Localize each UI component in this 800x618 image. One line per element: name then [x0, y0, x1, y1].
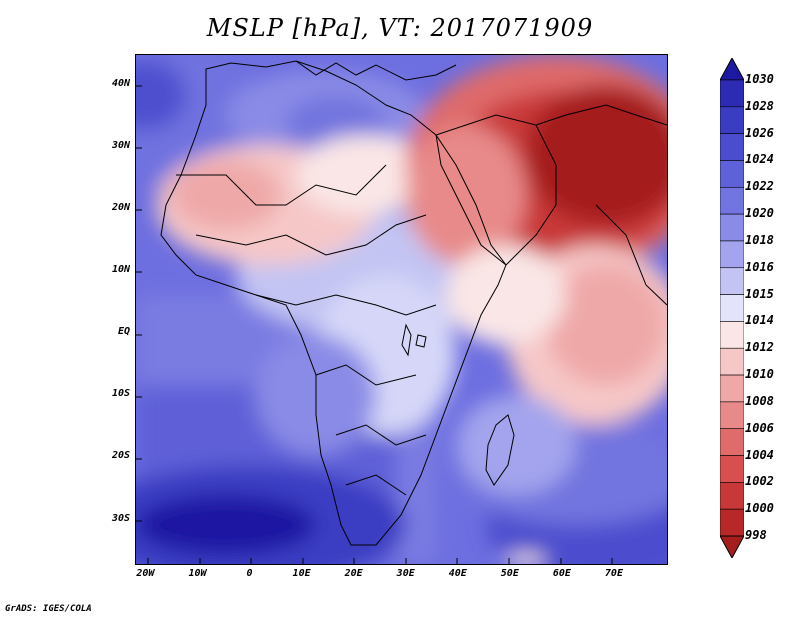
longitude-label: 40E [448, 568, 467, 579]
coastlines [160, 60, 667, 546]
latitude-label: EQ [117, 326, 130, 338]
colorbar-swatch [720, 401, 744, 430]
colorbar-level-label: 1004 [745, 447, 774, 462]
latitude-label: 30S [111, 512, 130, 524]
colorbar-swatch [720, 482, 744, 510]
colorbar-top-arrow [720, 58, 744, 81]
latitude-label: 30N [111, 140, 130, 152]
latitude-label: 20S [111, 450, 130, 462]
colorbar-level-label: 1012 [745, 340, 774, 355]
colorbar-level-label: 1002 [745, 474, 774, 489]
colorbar-level-label: 1028 [745, 98, 774, 113]
colorbar-level-label: 1026 [745, 125, 774, 140]
colorbar-level-label: 1018 [745, 232, 774, 247]
colorbar-level-label: 1030 [745, 72, 774, 86]
colorbar-swatch [720, 374, 744, 403]
colorbar-level-label: 1022 [745, 179, 774, 194]
colorbar-swatch [720, 294, 744, 322]
longitude-label: 70E [604, 568, 623, 579]
longitude-label: 10E [292, 568, 311, 579]
colorbar-swatch [720, 455, 744, 483]
colorbar-bottom-arrow [720, 535, 744, 558]
map-title: MSLP [hPa], VT: 2017071909 [206, 14, 594, 42]
map-panel [135, 54, 668, 565]
longitude-label: 0 [246, 568, 253, 579]
longitude-label: 60E [552, 568, 571, 579]
colorbar-level-label: 1008 [745, 393, 774, 408]
colorbar-level-label: 1020 [745, 206, 774, 221]
colorbar-level-label: 1000 [745, 501, 774, 516]
longitude-label: 20E [344, 568, 363, 579]
axis-ticks [136, 85, 613, 564]
colorbar-swatch [720, 321, 744, 349]
colorbar [720, 58, 744, 558]
colorbar-level-label: 1015 [745, 286, 774, 301]
footer-credit: GrADS: IGES/COLA [5, 604, 92, 614]
latitude-label: 20N [111, 202, 130, 214]
latitude-label: 10S [111, 388, 130, 400]
colorbar-level-label: 1006 [745, 420, 774, 435]
colorbar-swatch [720, 213, 744, 242]
colorbar-swatch [720, 240, 744, 269]
colorbar-swatch [720, 133, 744, 161]
longitude-label: 30E [396, 568, 415, 579]
colorbar-level-label: 1014 [745, 313, 774, 328]
colorbar-level-label: 1010 [745, 367, 774, 382]
colorbar-swatch [720, 79, 744, 108]
latitude-label: 10N [111, 264, 130, 276]
colorbar-swatch [720, 186, 744, 215]
pressure-contours [136, 55, 667, 564]
colorbar-swatch [720, 347, 744, 376]
longitude-label: 50E [500, 568, 519, 579]
colorbar-swatch [720, 428, 744, 456]
latitude-label: 40N [111, 78, 130, 90]
colorbar-swatch [720, 160, 744, 188]
pressure-field [136, 55, 667, 564]
colorbar-swatch [720, 508, 744, 537]
colorbar-level-label: 1024 [745, 152, 774, 167]
colorbar-swatch [720, 267, 744, 295]
colorbar-level-label: 1016 [745, 259, 774, 274]
colorbar-swatch [720, 106, 744, 134]
longitude-label: 20W [136, 568, 155, 579]
colorbar-level-label: 998 [745, 528, 767, 542]
longitude-label: 10W [188, 568, 207, 579]
